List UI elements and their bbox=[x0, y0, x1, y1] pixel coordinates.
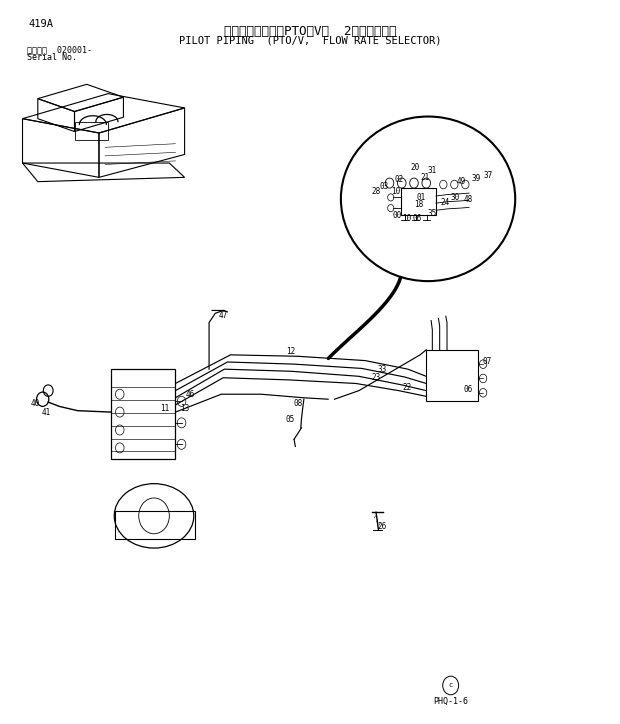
Text: 33: 33 bbox=[378, 365, 387, 374]
Text: 23: 23 bbox=[371, 374, 381, 382]
Text: 47: 47 bbox=[218, 311, 228, 320]
Text: 26: 26 bbox=[378, 522, 387, 531]
Text: 08: 08 bbox=[293, 399, 303, 408]
Text: 35: 35 bbox=[428, 209, 437, 218]
Text: パイロット配管（PTO／V，  2速切換併用）: パイロット配管（PTO／V， 2速切換併用） bbox=[224, 25, 396, 38]
Text: 00: 00 bbox=[393, 211, 402, 220]
Text: 22: 22 bbox=[402, 382, 411, 392]
Text: 24: 24 bbox=[440, 198, 450, 207]
Text: 30: 30 bbox=[451, 193, 460, 202]
Text: 03: 03 bbox=[380, 182, 389, 191]
Text: 20: 20 bbox=[410, 163, 420, 172]
Text: PHQ-1-6: PHQ-1-6 bbox=[433, 697, 468, 706]
Text: 06: 06 bbox=[463, 384, 472, 394]
Text: 40: 40 bbox=[30, 399, 40, 408]
Text: 46: 46 bbox=[186, 390, 195, 399]
Text: 06: 06 bbox=[412, 214, 422, 224]
Text: 05: 05 bbox=[286, 415, 295, 424]
Text: 37: 37 bbox=[484, 172, 494, 180]
Text: 31: 31 bbox=[428, 166, 437, 174]
Text: 通用号機  020001-: 通用号機 020001- bbox=[27, 46, 92, 55]
Text: 28: 28 bbox=[371, 188, 381, 196]
Text: 12: 12 bbox=[286, 347, 295, 355]
Text: PILOT PIPING  (PTO/V,  FLOW RATE SELECTOR): PILOT PIPING (PTO/V, FLOW RATE SELECTOR) bbox=[179, 35, 441, 46]
Text: Serial No.: Serial No. bbox=[27, 53, 78, 62]
Text: 13: 13 bbox=[180, 404, 189, 413]
Text: 41: 41 bbox=[41, 408, 50, 416]
Text: 07: 07 bbox=[483, 358, 492, 366]
Text: 11: 11 bbox=[160, 404, 169, 413]
Text: 39: 39 bbox=[472, 174, 481, 182]
Text: 10: 10 bbox=[391, 188, 401, 196]
Text: c: c bbox=[448, 683, 453, 689]
Text: 21: 21 bbox=[420, 173, 430, 182]
Text: 49: 49 bbox=[457, 177, 466, 186]
Text: 10: 10 bbox=[402, 214, 411, 224]
Text: 419A: 419A bbox=[29, 19, 54, 29]
Text: 01: 01 bbox=[417, 193, 426, 202]
Text: 48: 48 bbox=[463, 195, 472, 204]
Text: 02: 02 bbox=[394, 175, 404, 184]
Text: 18: 18 bbox=[414, 200, 423, 209]
